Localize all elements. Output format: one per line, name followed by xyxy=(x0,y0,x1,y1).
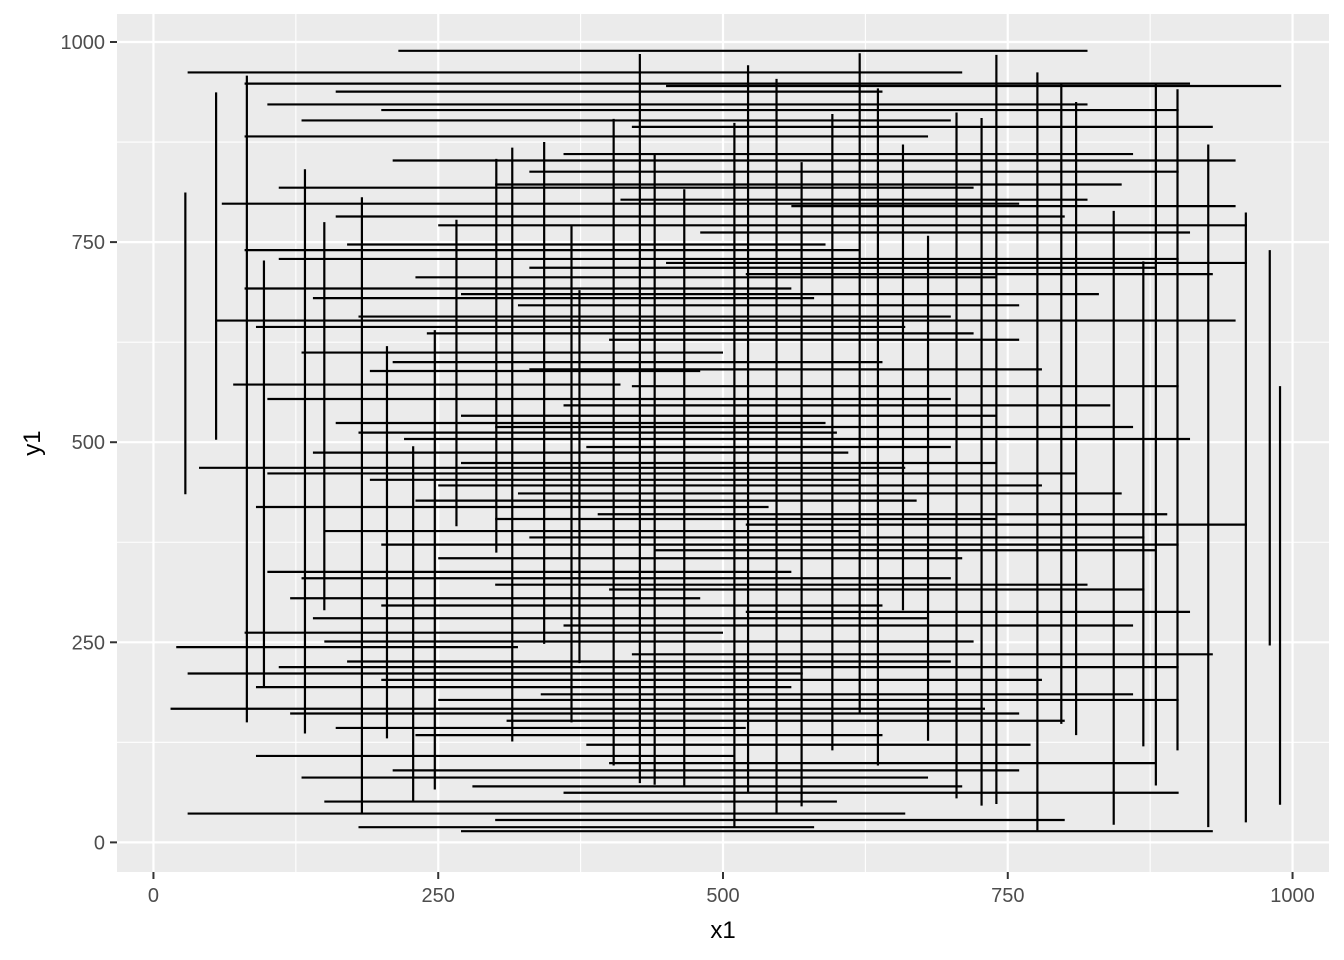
x-tick-label: 750 xyxy=(991,885,1024,907)
x-tick-label: 0 xyxy=(148,885,159,907)
y-tick-label: 500 xyxy=(72,432,105,454)
y-tick-label: 250 xyxy=(72,632,105,654)
x-tick-label: 1000 xyxy=(1270,885,1315,907)
y-axis: 0 250 500 750 1000 xyxy=(61,32,117,854)
x-tick-label: 500 xyxy=(706,885,739,907)
segments-layer xyxy=(170,49,1282,833)
y-axis-title: y1 xyxy=(19,430,46,455)
y-tick-label: 1000 xyxy=(61,32,106,54)
y-tick-label: 750 xyxy=(72,232,105,254)
x-axis: 0 250 500 750 1000 xyxy=(148,872,1315,907)
x-tick-label: 250 xyxy=(422,885,455,907)
x-axis-title: x1 xyxy=(710,917,735,944)
y-tick-label: 0 xyxy=(94,832,105,854)
